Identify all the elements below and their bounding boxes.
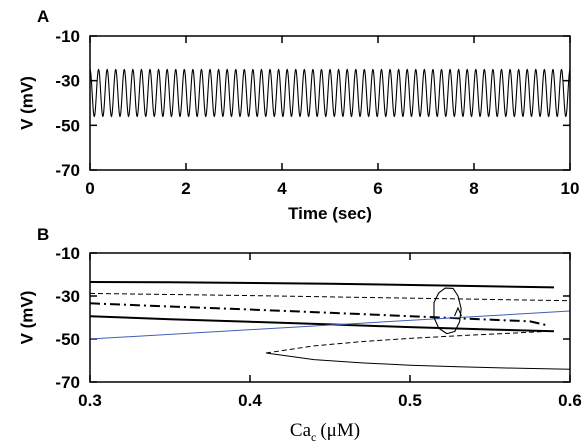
panel-a-chart: A 0 2 4 6 8 10 -10 -30 -50 -70 V (mV) Time (sec) (17, 7, 579, 223)
x-tick-label: 4 (277, 179, 287, 198)
panel-label: B (37, 225, 49, 244)
x-axis-label: Cac (μM) (290, 420, 360, 442)
x-tick-label: 6 (373, 179, 382, 198)
x-tick-label: 0.6 (558, 391, 582, 410)
plot-area (90, 281, 570, 370)
y-tick-label: -30 (55, 72, 80, 91)
x-axis-label: Time (sec) (288, 204, 372, 223)
y-axis-label: V (mV) (17, 76, 36, 130)
plot-frame (89, 252, 571, 383)
x-tick-label: 0.3 (78, 391, 102, 410)
trajectory-loop (433, 287, 462, 335)
y-tick-label: -70 (55, 373, 80, 392)
plot-area (90, 68, 570, 118)
plot-frame (89, 35, 571, 171)
x-tick-label: 8 (469, 179, 478, 198)
x-tick-label: 2 (181, 179, 190, 198)
x-tick-label: 0 (85, 179, 94, 198)
y-tick-label: -50 (55, 330, 80, 349)
x-tick-label: 10 (561, 179, 580, 198)
y-tick-label: -50 (55, 116, 80, 135)
y-tick-label: -10 (55, 244, 80, 263)
y-tick-label: -10 (55, 27, 80, 46)
nullcline-line (90, 310, 570, 340)
x-tick-label: 0.5 (398, 391, 422, 410)
y-axis-label: V (mV) (17, 291, 36, 345)
unstable-periodic-line (90, 302, 547, 326)
stable-branch-line (90, 315, 555, 333)
stable-lower-branch-line (265, 352, 570, 370)
unstable-branch-line (265, 330, 547, 354)
y-tick-label: -30 (55, 287, 80, 306)
y-tick-label: -70 (55, 161, 80, 180)
voltage-trace (90, 68, 570, 118)
panel-label: A (37, 7, 49, 26)
unstable-branch-line (90, 292, 570, 302)
direction-arrow (453, 306, 463, 317)
x-tick-label: 0.4 (238, 391, 262, 410)
stable-branch-line (90, 281, 555, 289)
panel-b-chart: B 0.3 0.4 0.5 0.6 -10 -30 -50 -70 V (mV) Cac (μM) (17, 225, 581, 442)
